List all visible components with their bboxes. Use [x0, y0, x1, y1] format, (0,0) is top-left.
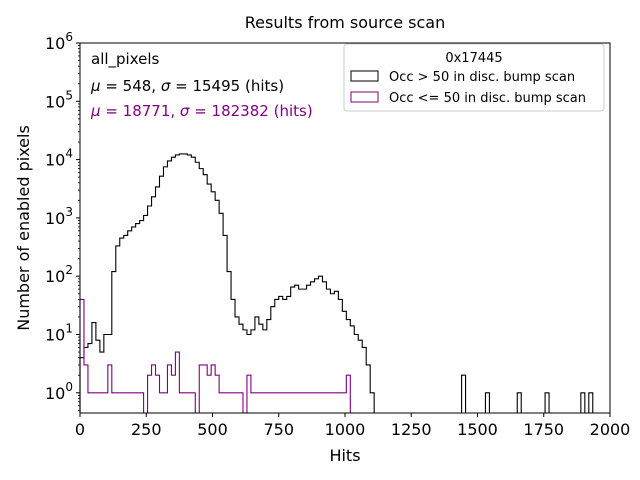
y-tick-label: 102 [45, 263, 73, 286]
y-tick-label: 105 [45, 88, 73, 111]
x-tick-label: 2000 [590, 420, 631, 439]
x-tick-label: 0 [75, 420, 85, 439]
stats-purple-unit: (hits) [274, 102, 313, 120]
x-tick-label: 1500 [457, 420, 498, 439]
x-tick-label: 750 [263, 420, 294, 439]
x-tick-label: 1250 [391, 420, 432, 439]
legend-entry-black: Occ > 50 in disc. bump scan [389, 70, 575, 85]
y-tick-label: 103 [45, 205, 73, 228]
y-axis: 100 101 102 103 104 105 106 [45, 30, 80, 411]
x-axis-label: Hits [329, 446, 360, 465]
y-tick-label: 100 [45, 380, 73, 403]
chart-title: Results from source scan [245, 13, 445, 32]
stats-black-mu: 548 [123, 77, 152, 95]
histogram-series-occ-gt-50 [79, 153, 594, 414]
mu-symbol: μ [90, 77, 101, 95]
y-axis-label: Number of enabled pixels [14, 125, 33, 331]
legend-title: 0x17445 [445, 51, 502, 66]
x-tick-label: 1750 [523, 420, 564, 439]
legend-swatch-purple [350, 91, 379, 103]
legend-box [343, 43, 605, 112]
annotation-stats-black: μ = 548, σ = 15495 (hits) [90, 77, 284, 95]
x-tick-label: 250 [131, 420, 162, 439]
y-tick-label: 106 [45, 30, 73, 53]
mu-symbol: μ [90, 102, 101, 120]
sigma-symbol: σ [161, 77, 171, 95]
annotation-all-pixels: all_pixels [91, 50, 160, 69]
stats-purple-sigma: 182382 [212, 102, 269, 120]
x-tick-label: 500 [197, 420, 228, 439]
legend: 0x17445 Occ > 50 in disc. bump scan Occ … [343, 43, 605, 112]
legend-entry-purple: Occ <= 50 in disc. bump scan [389, 91, 586, 106]
x-tick-label: 1000 [325, 420, 366, 439]
annotation-stats-purple: μ = 18771, σ = 182382 (hits) [90, 102, 313, 120]
y-tick-label: 104 [45, 147, 73, 170]
sigma-symbol: σ [180, 102, 190, 120]
legend-swatch-black [350, 70, 379, 82]
stats-purple-mu: 18771 [123, 102, 171, 120]
stats-black-unit: (hits) [245, 77, 284, 95]
y-tick-label: 101 [45, 321, 73, 344]
x-axis: 0 250 500 750 1000 1250 1500 1750 2000 [75, 413, 630, 439]
stats-black-sigma: 15495 [192, 77, 240, 95]
